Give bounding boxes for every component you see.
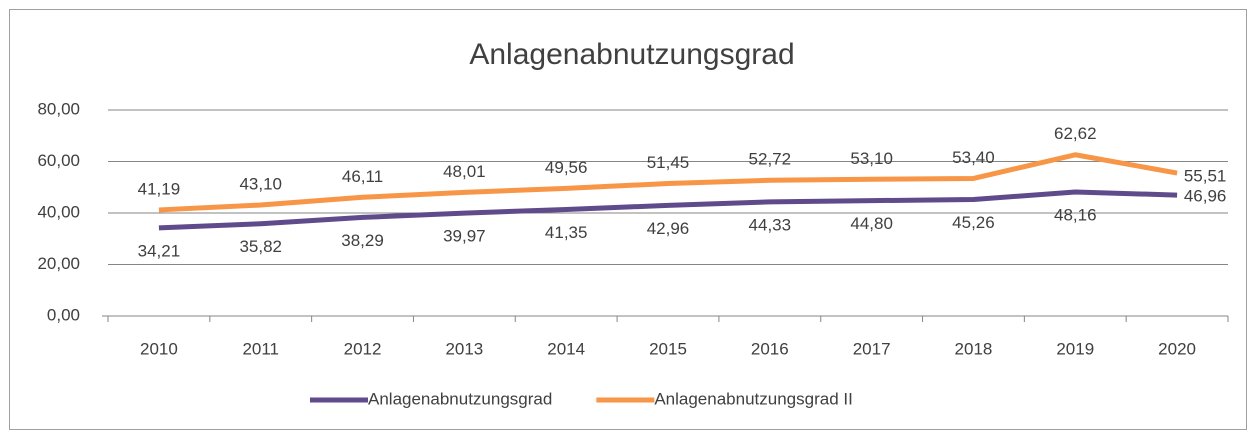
data-label: 53,10	[850, 149, 893, 168]
series-line	[158, 189, 1178, 231]
data-label: 38,29	[341, 231, 384, 250]
data-label: 48,01	[443, 162, 486, 181]
legend-label: Anlagenabnutzungsgrad II	[654, 389, 853, 408]
data-label: 55,51	[1184, 167, 1227, 186]
y-tick-label: 0,00	[47, 305, 80, 324]
x-tick-label: 2020	[1158, 339, 1196, 358]
data-label: 34,21	[138, 241, 181, 260]
data-label: 48,16	[1054, 205, 1097, 224]
legend-label: Anlagenabnutzungsgrad	[368, 389, 552, 408]
data-label: 45,26	[952, 213, 995, 232]
data-label: 62,62	[1054, 124, 1097, 143]
data-label: 41,35	[545, 223, 588, 242]
x-tick-label: 2015	[649, 339, 687, 358]
x-tick-label: 2019	[1056, 339, 1094, 358]
y-tick-label: 60,00	[37, 151, 80, 170]
x-tick-label: 2010	[140, 339, 178, 358]
x-tick-label: 2018	[955, 339, 993, 358]
data-label: 51,45	[647, 153, 690, 172]
data-label: 46,11	[342, 167, 383, 186]
data-label: 46,96	[1184, 187, 1227, 206]
y-tick-label: 20,00	[37, 254, 80, 273]
x-tick-label: 2012	[344, 339, 382, 358]
data-label: 52,72	[749, 150, 792, 169]
data-label: 49,56	[545, 158, 588, 177]
data-label: 42,96	[647, 219, 690, 238]
x-tick-label: 2014	[547, 339, 585, 358]
data-label: 44,33	[749, 215, 792, 234]
chart-border	[9, 9, 1247, 430]
chart-title: Anlagenabnutzungsgrad	[469, 38, 794, 71]
x-tick-label: 2011	[242, 339, 279, 358]
x-tick-label: 2013	[445, 339, 483, 358]
data-label: 41,19	[138, 179, 181, 198]
x-tick-label: 2016	[751, 339, 789, 358]
y-tick-label: 80,00	[37, 99, 80, 118]
series-line	[158, 152, 1178, 213]
data-label: 35,82	[239, 237, 282, 256]
data-label: 39,97	[443, 227, 486, 246]
data-label: 53,40	[952, 148, 995, 167]
data-label: 43,10	[239, 175, 282, 194]
x-tick-label: 2017	[853, 339, 891, 358]
y-tick-label: 40,00	[37, 202, 80, 221]
data-label: 44,80	[850, 214, 893, 233]
